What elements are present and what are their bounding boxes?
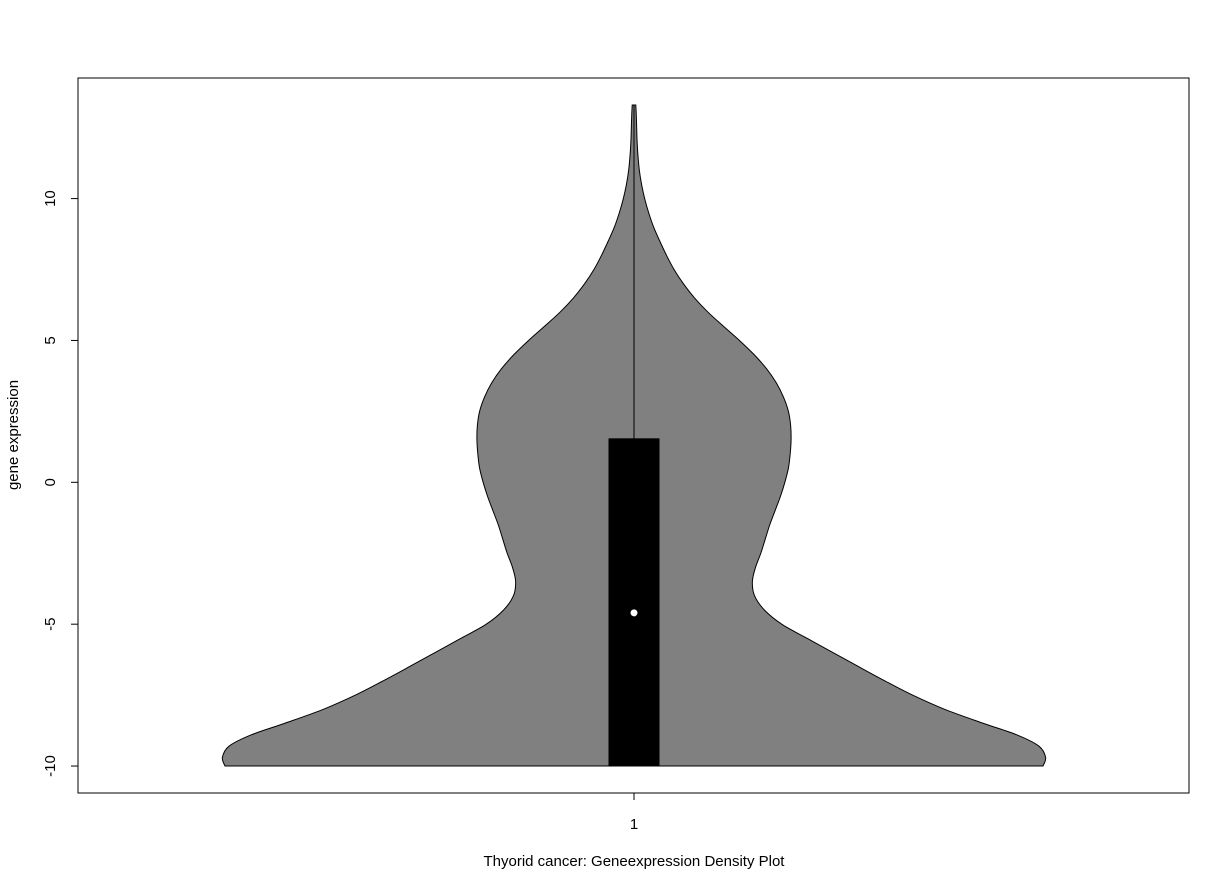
y-axis-title: gene expression (5, 380, 22, 490)
x-axis-title: Thyorid cancer: Geneexpression Density P… (484, 853, 786, 870)
median-dot (630, 609, 638, 617)
iqr-box (608, 438, 660, 767)
x-axis: 1 (630, 793, 638, 833)
y-tick-label: -5 (42, 618, 59, 631)
y-tick-label: -10 (42, 755, 59, 777)
y-axis: -10 -5 0 5 10 (42, 190, 78, 777)
x-tick-label: 1 (630, 816, 638, 833)
y-tick-label: 5 (42, 336, 59, 344)
y-tick-label: 10 (42, 190, 59, 207)
y-tick-label: 0 (42, 478, 59, 486)
